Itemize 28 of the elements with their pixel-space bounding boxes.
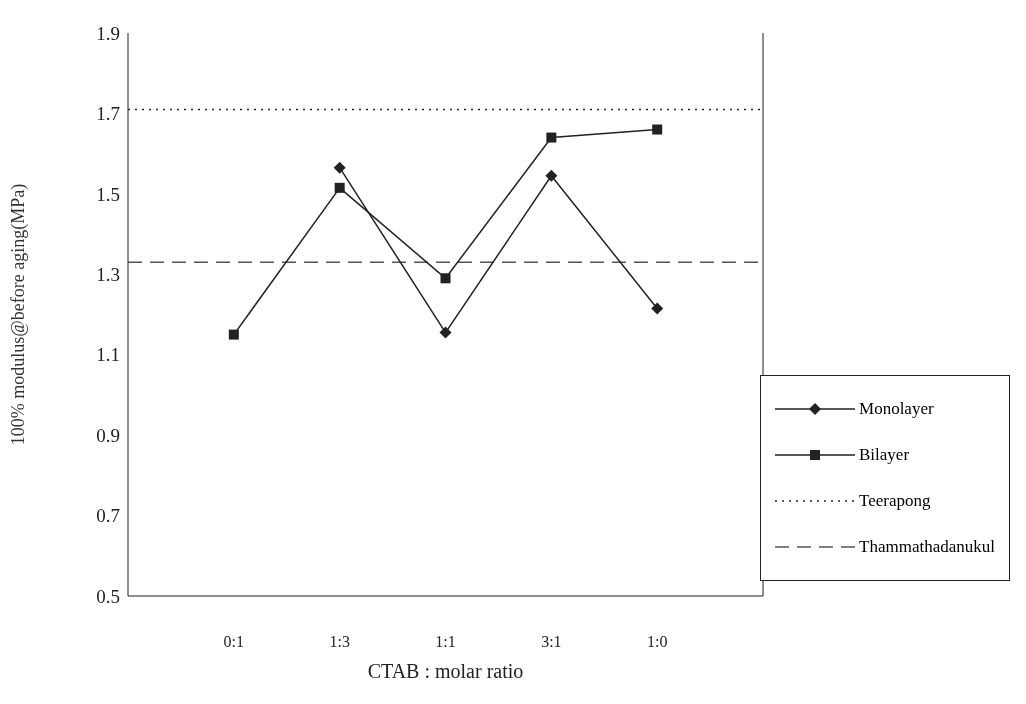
y-tick-label: 1.1 <box>96 344 120 366</box>
x-tick-label: 1:3 <box>329 633 350 651</box>
x-tick-label: 3:1 <box>541 633 562 651</box>
point <box>439 326 452 339</box>
legend-label: Teerapong <box>859 491 931 511</box>
y-tick-label: 1.5 <box>96 183 120 205</box>
legend-label: Monolayer <box>859 399 934 419</box>
y-tick-label: 0.9 <box>96 424 120 446</box>
y-tick-label: 0.7 <box>96 505 120 527</box>
legend-label: Bilayer <box>859 445 910 465</box>
point <box>333 161 346 174</box>
point <box>228 329 239 340</box>
point <box>546 132 557 143</box>
y-tick-label: 1.9 <box>96 22 120 44</box>
x-tick-label: 1:0 <box>646 633 668 651</box>
y-tick-label: 1.3 <box>96 264 120 286</box>
point <box>440 273 451 284</box>
point <box>652 124 663 135</box>
x-axis-title: CTAB : molar ratio <box>367 660 524 682</box>
legend-label: Thammathadanukul <box>859 537 995 557</box>
point <box>545 169 558 182</box>
x-tick-label: 1:1 <box>435 633 456 651</box>
x-tick-label: 0:1 <box>223 633 245 651</box>
y-axis-title: 100% modulus@before aging(MPa) <box>8 183 30 446</box>
y-tick-label: 0.5 <box>96 585 120 607</box>
point <box>651 302 664 315</box>
y-tick-label: 1.7 <box>96 103 120 125</box>
point <box>334 182 345 193</box>
